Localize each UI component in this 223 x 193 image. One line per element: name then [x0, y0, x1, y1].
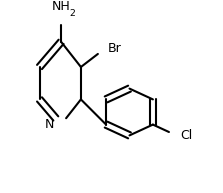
- Text: Br: Br: [108, 42, 122, 56]
- Text: Cl: Cl: [180, 129, 192, 142]
- Text: 2: 2: [70, 8, 76, 18]
- Text: N: N: [45, 118, 54, 131]
- Text: NH: NH: [52, 0, 70, 13]
